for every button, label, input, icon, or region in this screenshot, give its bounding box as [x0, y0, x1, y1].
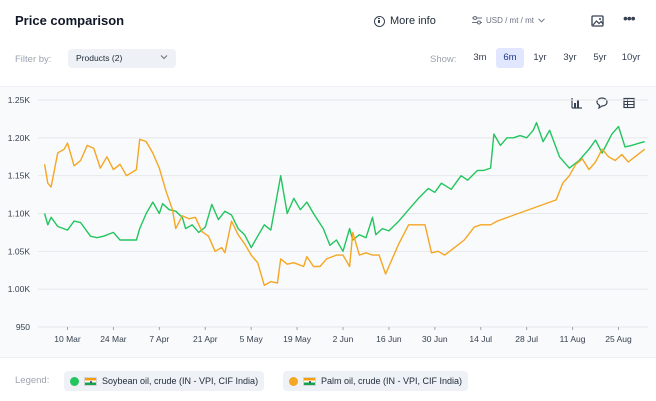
more-icon[interactable]: ••• — [623, 10, 636, 26]
page-title: Price comparison — [15, 13, 125, 28]
legend-item-palm[interactable]: Palm oil, crude (IN - VPI, CIF India) — [283, 371, 469, 391]
legend-item-soybean[interactable]: Soybean oil, crude (IN - VPI, CIF India) — [64, 371, 265, 391]
x-tick-label: 28 Jul — [515, 334, 538, 344]
x-tick-label: 14 Jul — [469, 334, 492, 344]
y-axis-ticks: 950 1.00K 1.05K 1.10K 1.15K 1.20K 1.25K — [8, 95, 31, 332]
filter-row: Filter by: Products (2) Show: 3m 6m 1yr … — [0, 46, 656, 74]
y-tick-label: 950 — [16, 322, 30, 332]
x-tick-label: 11 Aug — [560, 334, 586, 344]
range-5yr[interactable]: 5yr — [593, 52, 607, 63]
more-info-label: More info — [390, 15, 436, 27]
y-tick-label: 1.00K — [8, 284, 31, 294]
x-tick-label: 19 May — [283, 334, 312, 344]
range-3yr[interactable]: 3yr — [563, 52, 577, 63]
range-6m[interactable]: 6m — [496, 48, 524, 68]
chart-grid — [38, 99, 648, 328]
products-value: Products (2) — [76, 53, 123, 63]
x-tick-label: 24 Mar — [100, 334, 127, 344]
legend-item-label: Soybean oil, crude (IN - VPI, CIF India) — [102, 376, 259, 386]
units-selector[interactable]: USD / mt / mt — [472, 16, 545, 25]
range-10yr[interactable]: 10yr — [621, 52, 641, 63]
filter-label: Filter by: — [15, 54, 52, 65]
x-tick-label: 2 Jun — [333, 334, 354, 344]
x-tick-label: 25 Aug — [605, 334, 632, 344]
units-label: USD / mt / mt — [486, 16, 534, 25]
x-tick-label: 7 Apr — [149, 334, 169, 344]
y-tick-label: 1.25K — [8, 95, 31, 105]
y-tick-label: 1.10K — [8, 209, 31, 219]
x-axis-ticks: 10 Mar 24 Mar 7 Apr 21 Apr 5 May 19 May 2 Jun 1… — [54, 327, 632, 344]
table-icon[interactable] — [622, 96, 636, 110]
chart-panel — [0, 86, 656, 358]
show-label: Show: — [430, 54, 457, 65]
y-tick-label: 1.15K — [8, 171, 31, 181]
legend-label: Legend: — [15, 375, 50, 386]
legend: Legend: Soybean oil, crude (IN - VPI, CI… — [0, 366, 656, 396]
legend-item-label: Palm oil, crude (IN - VPI, CIF India) — [321, 376, 463, 386]
y-tick-label: 1.05K — [8, 246, 31, 256]
x-tick-label: 5 May — [240, 334, 264, 344]
x-tick-label: 16 Jun — [376, 334, 402, 344]
chart-series — [43, 122, 646, 287]
products-select[interactable]: Products (2) — [68, 49, 176, 68]
range-1yr[interactable]: 1yr — [533, 52, 547, 63]
india-flag-icon — [303, 376, 316, 386]
palm-oil-series-line — [43, 138, 646, 287]
image-export-icon[interactable] — [590, 13, 606, 29]
chevron-down-icon — [160, 55, 168, 60]
units-icon — [472, 16, 482, 25]
green-dot-icon — [70, 376, 79, 386]
more-info-button[interactable]: More info — [374, 15, 436, 27]
orange-dot-icon — [289, 376, 298, 386]
x-tick-label: 10 Mar — [54, 334, 81, 344]
chevron-down-icon — [538, 18, 545, 23]
x-tick-label: 21 Apr — [193, 334, 218, 344]
x-tick-label: 30 Jun — [422, 334, 448, 344]
india-flag-icon — [84, 376, 97, 386]
soybean-oil-series-line — [43, 122, 645, 252]
range-3m[interactable]: 3m — [473, 52, 487, 63]
y-tick-label: 1.20K — [8, 133, 31, 143]
info-icon — [374, 15, 385, 27]
header: Price comparison More info USD / mt / mt… — [0, 0, 656, 44]
